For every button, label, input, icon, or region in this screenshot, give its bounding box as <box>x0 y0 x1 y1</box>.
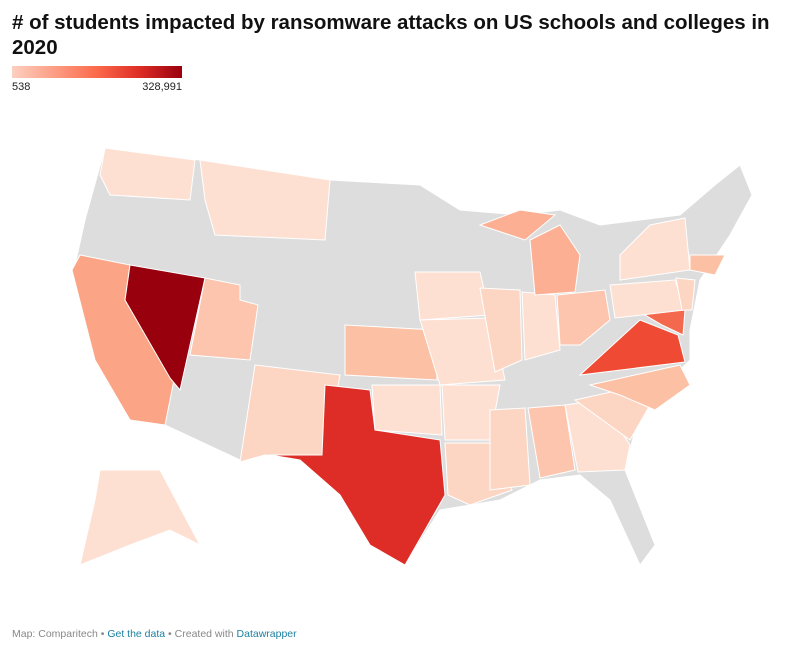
state <box>344 324 438 381</box>
legend: 538 328,991 <box>12 66 182 93</box>
footer: Map: Comparitech • Get the data • Create… <box>12 628 297 640</box>
state <box>199 159 331 241</box>
separator: • <box>100 628 105 640</box>
state <box>79 469 202 566</box>
state <box>99 147 196 201</box>
state <box>414 271 491 321</box>
separator: • <box>168 628 172 640</box>
state <box>371 384 443 436</box>
state <box>578 319 686 376</box>
state <box>675 277 696 311</box>
legend-gradient <box>12 66 182 78</box>
state <box>588 364 691 411</box>
state <box>124 264 206 392</box>
state <box>521 291 561 361</box>
source: Map: Comparitech <box>12 628 98 640</box>
state <box>478 209 557 241</box>
state <box>689 254 726 276</box>
state <box>419 317 506 386</box>
state <box>489 407 531 491</box>
created: Created with <box>174 628 234 640</box>
state <box>556 289 611 346</box>
data-link[interactable]: Get the data <box>107 628 166 640</box>
legend-max: 328,991 <box>142 81 182 93</box>
title: # of students impacted by ransomware att… <box>12 11 770 59</box>
state <box>619 217 691 281</box>
state <box>527 404 576 479</box>
legend-min: 538 <box>12 81 31 93</box>
state <box>479 287 523 373</box>
state <box>529 224 581 296</box>
state <box>189 277 259 361</box>
tool-link[interactable]: Datawrapper <box>236 628 297 640</box>
